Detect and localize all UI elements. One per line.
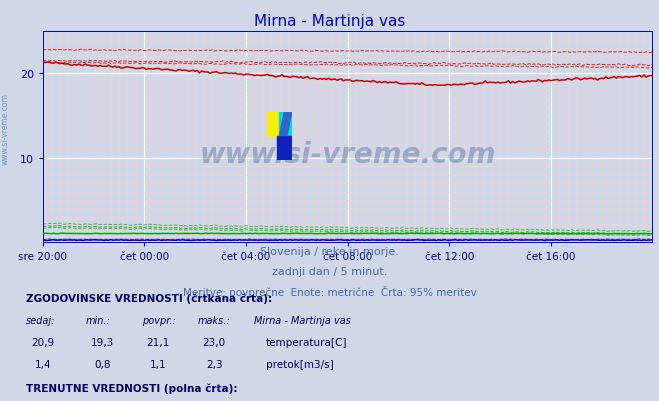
- Text: 1,4: 1,4: [34, 359, 51, 369]
- Text: ZGODOVINSKE VREDNOSTI (črtkana črta):: ZGODOVINSKE VREDNOSTI (črtkana črta):: [26, 293, 272, 303]
- Text: 1,1: 1,1: [150, 359, 167, 369]
- Text: temperatura[C]: temperatura[C]: [266, 337, 347, 347]
- Text: povpr.:: povpr.:: [142, 315, 175, 325]
- Text: 0,8: 0,8: [94, 359, 111, 369]
- Text: 2,3: 2,3: [206, 359, 223, 369]
- Text: Meritve: povprečne  Enote: metrične  Črta: 95% meritev: Meritve: povprečne Enote: metrične Črta:…: [183, 285, 476, 297]
- Text: 23,0: 23,0: [202, 337, 226, 347]
- Text: pretok[m3/s]: pretok[m3/s]: [266, 359, 333, 369]
- Text: sedaj:: sedaj:: [26, 315, 56, 325]
- Bar: [267, 112, 279, 136]
- Text: min.:: min.:: [86, 315, 111, 325]
- Text: maks.:: maks.:: [198, 315, 231, 325]
- Text: www.si-vreme.com: www.si-vreme.com: [200, 140, 496, 168]
- Polygon shape: [279, 112, 292, 136]
- Text: Mirna - Martinja vas: Mirna - Martinja vas: [254, 315, 351, 325]
- Text: TRENUTNE VREDNOSTI (polna črta):: TRENUTNE VREDNOSTI (polna črta):: [26, 382, 238, 393]
- Text: Slovenija / reke in morje.: Slovenija / reke in morje.: [260, 247, 399, 257]
- Bar: [277, 136, 292, 160]
- Text: 20,9: 20,9: [31, 337, 55, 347]
- Text: zadnji dan / 5 minut.: zadnji dan / 5 minut.: [272, 266, 387, 276]
- Text: 21,1: 21,1: [146, 337, 170, 347]
- Text: 19,3: 19,3: [90, 337, 114, 347]
- Text: www.si-vreme.com: www.si-vreme.com: [1, 93, 10, 164]
- Bar: [279, 112, 292, 136]
- Text: Mirna - Martinja vas: Mirna - Martinja vas: [254, 14, 405, 29]
